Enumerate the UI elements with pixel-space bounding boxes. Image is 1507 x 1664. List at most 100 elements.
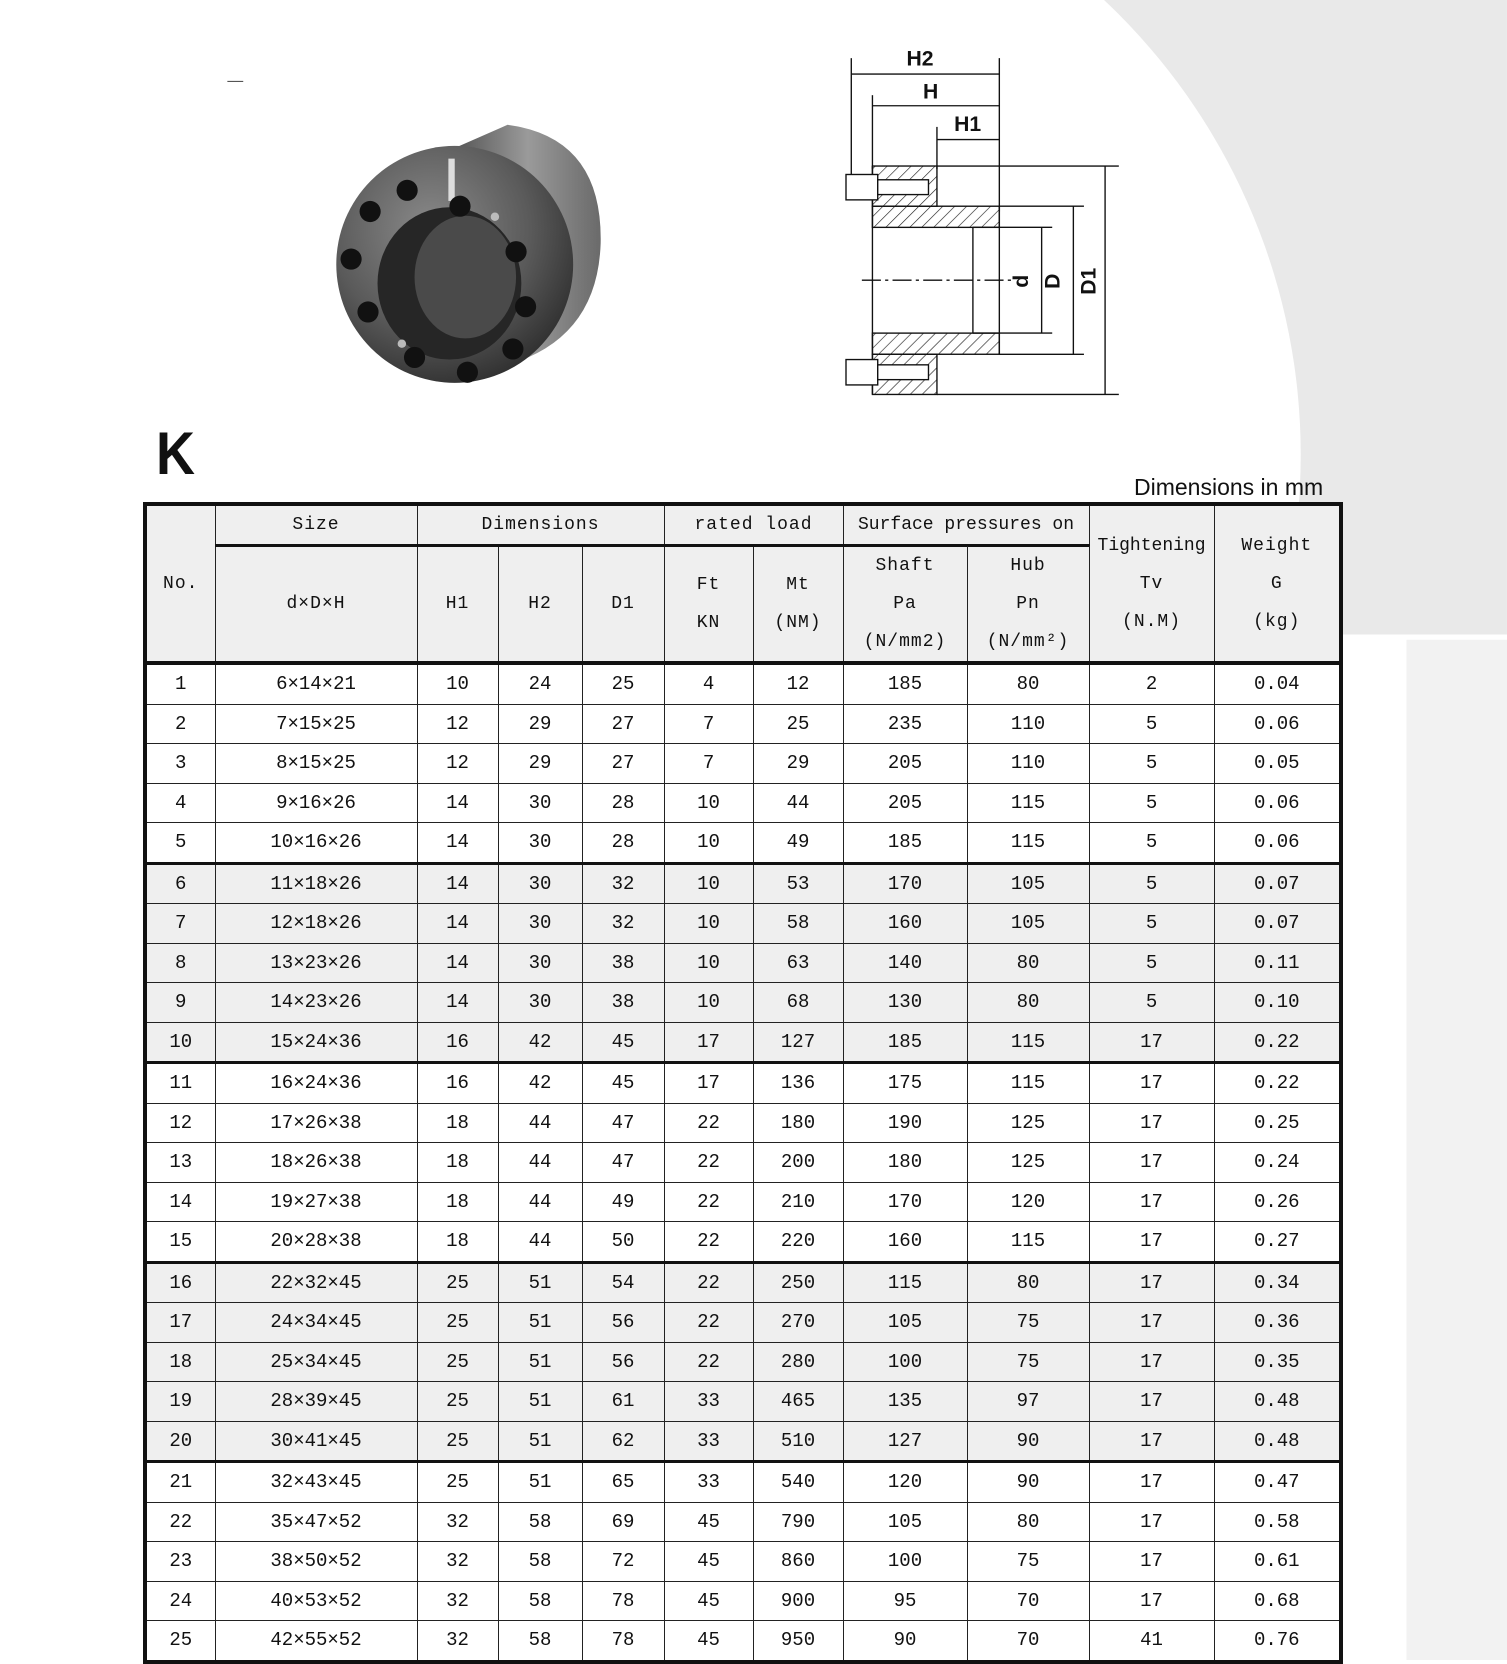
cell-size: 8×15×25 bbox=[214, 743, 418, 784]
header-no-label: No. bbox=[163, 573, 199, 594]
cell-mt: 860 bbox=[752, 1541, 844, 1582]
header-pn-unit: (N/mm²) bbox=[986, 632, 1070, 652]
header-surface-label: Surface pressures on bbox=[858, 515, 1075, 535]
cell-mt: 465 bbox=[752, 1381, 844, 1422]
cell-mt: 44 bbox=[752, 782, 844, 823]
cell-ft: 22 bbox=[663, 1302, 754, 1343]
cell-tv: 5 bbox=[1088, 782, 1215, 823]
table-row: 7 12×18×26 14 30 32 10 58 160 105 5 0.07 bbox=[144, 903, 1342, 944]
cell-size: 32×43×45 bbox=[214, 1460, 418, 1503]
cell-d1: 32 bbox=[581, 903, 665, 944]
cell-pa: 170 bbox=[842, 1181, 968, 1222]
cell-pa: 160 bbox=[842, 903, 968, 944]
cell-tv: 17 bbox=[1088, 1381, 1215, 1422]
cell-d1: 28 bbox=[581, 782, 665, 823]
cell-size: 28×39×45 bbox=[214, 1381, 418, 1422]
cell-pn: 75 bbox=[966, 1302, 1090, 1343]
cell-h2: 58 bbox=[497, 1501, 583, 1542]
cell-ft: 10 bbox=[663, 982, 754, 1023]
cell-g: 0.25 bbox=[1213, 1102, 1342, 1143]
cell-h1: 25 bbox=[416, 1260, 499, 1303]
cell-g: 0.76 bbox=[1213, 1620, 1342, 1662]
cell-size: 12×18×26 bbox=[214, 903, 418, 944]
header-g-label: G bbox=[1270, 573, 1283, 594]
cell-ft: 4 bbox=[663, 662, 754, 705]
cell-tv: 5 bbox=[1088, 703, 1215, 744]
cell-mt: 250 bbox=[752, 1260, 844, 1303]
cell-pn: 97 bbox=[966, 1381, 1090, 1422]
cell-size: 10×16×26 bbox=[214, 822, 418, 864]
cell-d1: 69 bbox=[581, 1501, 665, 1542]
cell-ft: 45 bbox=[663, 1501, 754, 1542]
cell-mt: 58 bbox=[752, 903, 844, 944]
cell-d1: 54 bbox=[581, 1260, 665, 1303]
header-ft-label: Ft bbox=[696, 575, 721, 595]
header-size-sub-label: d×D×H bbox=[286, 594, 346, 614]
cell-ft: 45 bbox=[663, 1620, 754, 1662]
cell-tv: 17 bbox=[1088, 1181, 1215, 1222]
cell-ft: 7 bbox=[663, 743, 754, 784]
cell-tv: 17 bbox=[1088, 1221, 1215, 1263]
cell-ft: 17 bbox=[663, 1061, 754, 1104]
label-D: D bbox=[1042, 274, 1065, 289]
table-row: 19 28×39×45 25 51 61 33 465 135 97 17 0.48 bbox=[144, 1381, 1342, 1422]
header-h2-label: H2 bbox=[528, 594, 552, 614]
header-h1: H1 bbox=[416, 544, 499, 665]
cell-g: 0.68 bbox=[1213, 1580, 1342, 1621]
cell-h2: 58 bbox=[497, 1541, 583, 1582]
header-h2: H2 bbox=[497, 544, 583, 665]
cell-h2: 42 bbox=[497, 1061, 583, 1104]
cell-h2: 30 bbox=[497, 982, 583, 1023]
cell-d1: 45 bbox=[581, 1061, 665, 1104]
cell-ft: 22 bbox=[663, 1260, 754, 1303]
label-h2: H2 bbox=[907, 48, 934, 71]
cell-pa: 100 bbox=[842, 1341, 968, 1382]
cell-h1: 18 bbox=[416, 1142, 499, 1183]
cell-ft: 22 bbox=[663, 1221, 754, 1263]
cell-h1: 12 bbox=[416, 743, 499, 784]
cell-h1: 25 bbox=[416, 1381, 499, 1422]
cell-ft: 7 bbox=[663, 703, 754, 744]
cell-d1: 27 bbox=[581, 743, 665, 784]
cell-no: 4 bbox=[144, 782, 216, 823]
cell-h1: 10 bbox=[416, 662, 499, 705]
series-heading: K bbox=[156, 420, 195, 487]
cell-tv: 17 bbox=[1088, 1061, 1215, 1104]
cell-size: 14×23×26 bbox=[214, 982, 418, 1023]
header-mt-unit: (NM) bbox=[774, 613, 822, 633]
cell-h1: 14 bbox=[416, 942, 499, 983]
cell-pa: 90 bbox=[842, 1620, 968, 1662]
table-row: 23 38×50×52 32 58 72 45 860 100 75 17 0.61 bbox=[144, 1541, 1342, 1582]
product-photo bbox=[336, 124, 601, 383]
cell-pa: 185 bbox=[842, 822, 968, 864]
cell-h1: 32 bbox=[416, 1580, 499, 1621]
cell-pa: 120 bbox=[842, 1460, 968, 1503]
cell-h2: 44 bbox=[497, 1181, 583, 1222]
table-row: 4 9×16×26 14 30 28 10 44 205 115 5 0.06 bbox=[144, 782, 1342, 823]
cell-h2: 30 bbox=[497, 861, 583, 904]
cell-ft: 45 bbox=[663, 1580, 754, 1621]
header-h1-label: H1 bbox=[445, 594, 470, 614]
table-header: No. Size Dimensions rated load Surface p… bbox=[144, 503, 1342, 665]
cell-g: 0.61 bbox=[1213, 1541, 1342, 1582]
cell-pa: 235 bbox=[842, 703, 968, 744]
cell-pa: 130 bbox=[842, 982, 968, 1023]
cell-d1: 61 bbox=[581, 1381, 665, 1422]
cell-g: 0.10 bbox=[1213, 982, 1342, 1023]
cell-pa: 100 bbox=[842, 1541, 968, 1582]
cell-no: 7 bbox=[144, 903, 216, 944]
header-tightening-label: Tightening bbox=[1097, 535, 1206, 556]
cell-h1: 16 bbox=[416, 1021, 499, 1063]
cell-no: 18 bbox=[144, 1341, 216, 1382]
cell-pa: 95 bbox=[842, 1580, 968, 1621]
cell-mt: 68 bbox=[752, 982, 844, 1023]
cell-d1: 47 bbox=[581, 1102, 665, 1143]
cell-ft: 10 bbox=[663, 942, 754, 983]
cell-tv: 5 bbox=[1088, 942, 1215, 983]
cell-pn: 80 bbox=[966, 662, 1090, 705]
cell-tv: 17 bbox=[1088, 1260, 1215, 1303]
cell-no: 8 bbox=[144, 942, 216, 983]
header-no: No. bbox=[144, 503, 216, 665]
cell-pn: 110 bbox=[966, 743, 1090, 784]
cell-tv: 5 bbox=[1088, 743, 1215, 784]
